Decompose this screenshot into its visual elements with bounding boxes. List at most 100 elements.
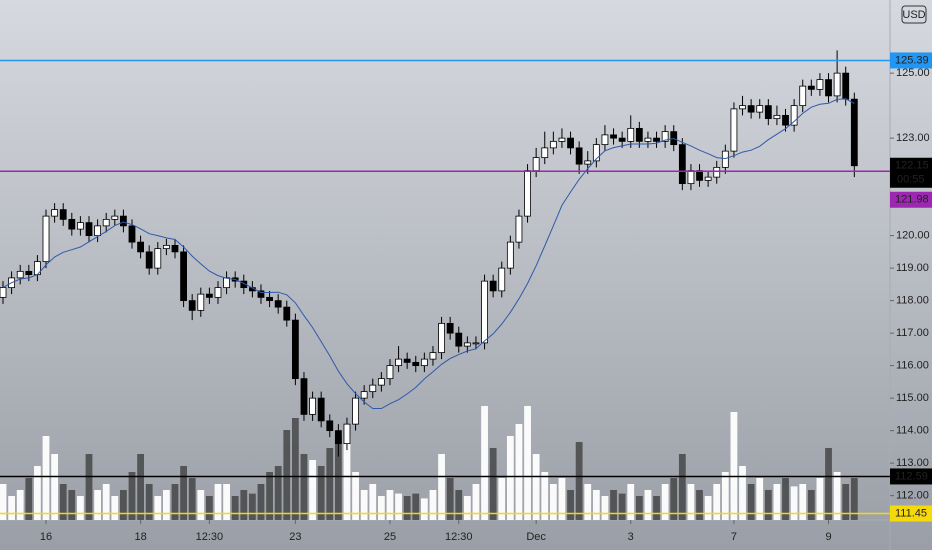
volume-bar <box>721 472 729 520</box>
candle-body <box>713 166 721 178</box>
candle-body <box>171 244 179 253</box>
volume-bar <box>498 478 506 520</box>
volume-bar <box>446 478 454 520</box>
volume-bar <box>257 484 265 520</box>
candle-body <box>188 300 196 311</box>
candle-body <box>756 105 764 113</box>
y-tick-label: 123.00 <box>896 132 930 144</box>
candle-body <box>747 105 755 113</box>
volume-bar <box>661 484 669 520</box>
candle-body <box>403 358 411 363</box>
candle-body <box>567 137 574 149</box>
volume-bar <box>807 490 815 520</box>
candle-body <box>446 322 454 334</box>
y-tick-label: 115.00 <box>896 392 929 404</box>
volume-bar <box>463 496 471 520</box>
volume-bar <box>842 484 850 520</box>
volume-bar <box>506 436 514 520</box>
candle-body <box>137 241 144 253</box>
x-tick-label: 16 <box>40 531 52 543</box>
candle-body <box>343 423 351 445</box>
candle-body <box>635 127 643 142</box>
candle-body <box>575 147 583 165</box>
candle-body <box>481 280 488 344</box>
volume-bar <box>102 484 110 520</box>
volume-bar <box>653 496 660 520</box>
volume-bar <box>618 493 626 520</box>
volume-bar <box>429 490 437 520</box>
volume-bar <box>584 484 592 520</box>
candle-body <box>68 218 76 230</box>
volume-bar <box>317 466 325 520</box>
volume-bar <box>51 454 59 520</box>
candle-body <box>515 215 523 243</box>
candle-body <box>549 140 557 149</box>
candle-body <box>274 300 282 308</box>
volume-bar <box>188 478 196 520</box>
volume-bar <box>137 454 144 520</box>
volume-bar <box>472 484 480 520</box>
price-line-label: 121.98 <box>895 194 929 206</box>
volume-bar <box>816 478 824 520</box>
price-line-label: 112.59 <box>895 470 928 482</box>
candle-body <box>223 277 230 289</box>
candle-body <box>352 397 359 425</box>
volume-bar <box>180 466 187 520</box>
volume-bar <box>455 490 463 520</box>
y-tick-label: 118.00 <box>896 295 929 307</box>
candle-body <box>59 209 67 220</box>
candle-layer <box>0 50 858 457</box>
volume-bar <box>850 478 858 520</box>
candle-body <box>653 137 660 142</box>
overlay-layer <box>0 59 890 515</box>
candle-body <box>833 72 841 97</box>
candle-body <box>326 420 334 432</box>
candle-body <box>369 384 377 393</box>
y-tick-label: 119.00 <box>896 262 929 274</box>
candle-body <box>145 251 153 269</box>
candle-body <box>807 85 815 90</box>
volume-bar <box>274 466 282 520</box>
x-tick-label: 12:30 <box>445 531 473 543</box>
last-price-label: 122.15 <box>895 160 929 172</box>
x-tick-label: 7 <box>731 531 737 543</box>
volume-bar <box>395 493 402 520</box>
volume-bar <box>283 430 291 520</box>
candle-body <box>283 306 291 321</box>
candle-body <box>524 170 531 217</box>
volume-bar <box>343 436 351 520</box>
candle-body <box>0 287 7 298</box>
volume-bar <box>326 448 334 520</box>
price-line-label-box <box>890 505 932 522</box>
candle-body <box>334 430 342 445</box>
volume-bar <box>42 436 50 520</box>
candle-body <box>94 225 101 237</box>
price-line-label: 125.39 <box>895 54 929 66</box>
candle-body <box>180 251 187 302</box>
volume-bar <box>197 490 205 520</box>
volume-bar <box>739 466 746 520</box>
volume-bar <box>549 484 557 520</box>
candle-body <box>438 322 445 354</box>
candle-body <box>77 222 84 230</box>
candle-body <box>309 397 316 415</box>
candle-body <box>687 170 695 185</box>
volume-bar <box>782 478 789 520</box>
volume-bar <box>403 496 411 520</box>
countdown-label: 00:55 <box>897 174 925 186</box>
volume-bar <box>16 490 24 520</box>
candle-body <box>790 105 798 126</box>
x-tick-label: 23 <box>289 531 301 543</box>
candle-body <box>162 244 170 250</box>
candle-body <box>111 215 119 220</box>
candle-body <box>506 241 514 269</box>
candle-body <box>696 170 703 181</box>
candle-body <box>721 150 729 168</box>
currency-button[interactable] <box>901 5 927 24</box>
volume-bar <box>627 484 635 520</box>
moving-average <box>2 98 855 409</box>
volume-bar <box>730 412 738 520</box>
volume-bar <box>790 486 798 520</box>
candle-body <box>197 293 205 311</box>
